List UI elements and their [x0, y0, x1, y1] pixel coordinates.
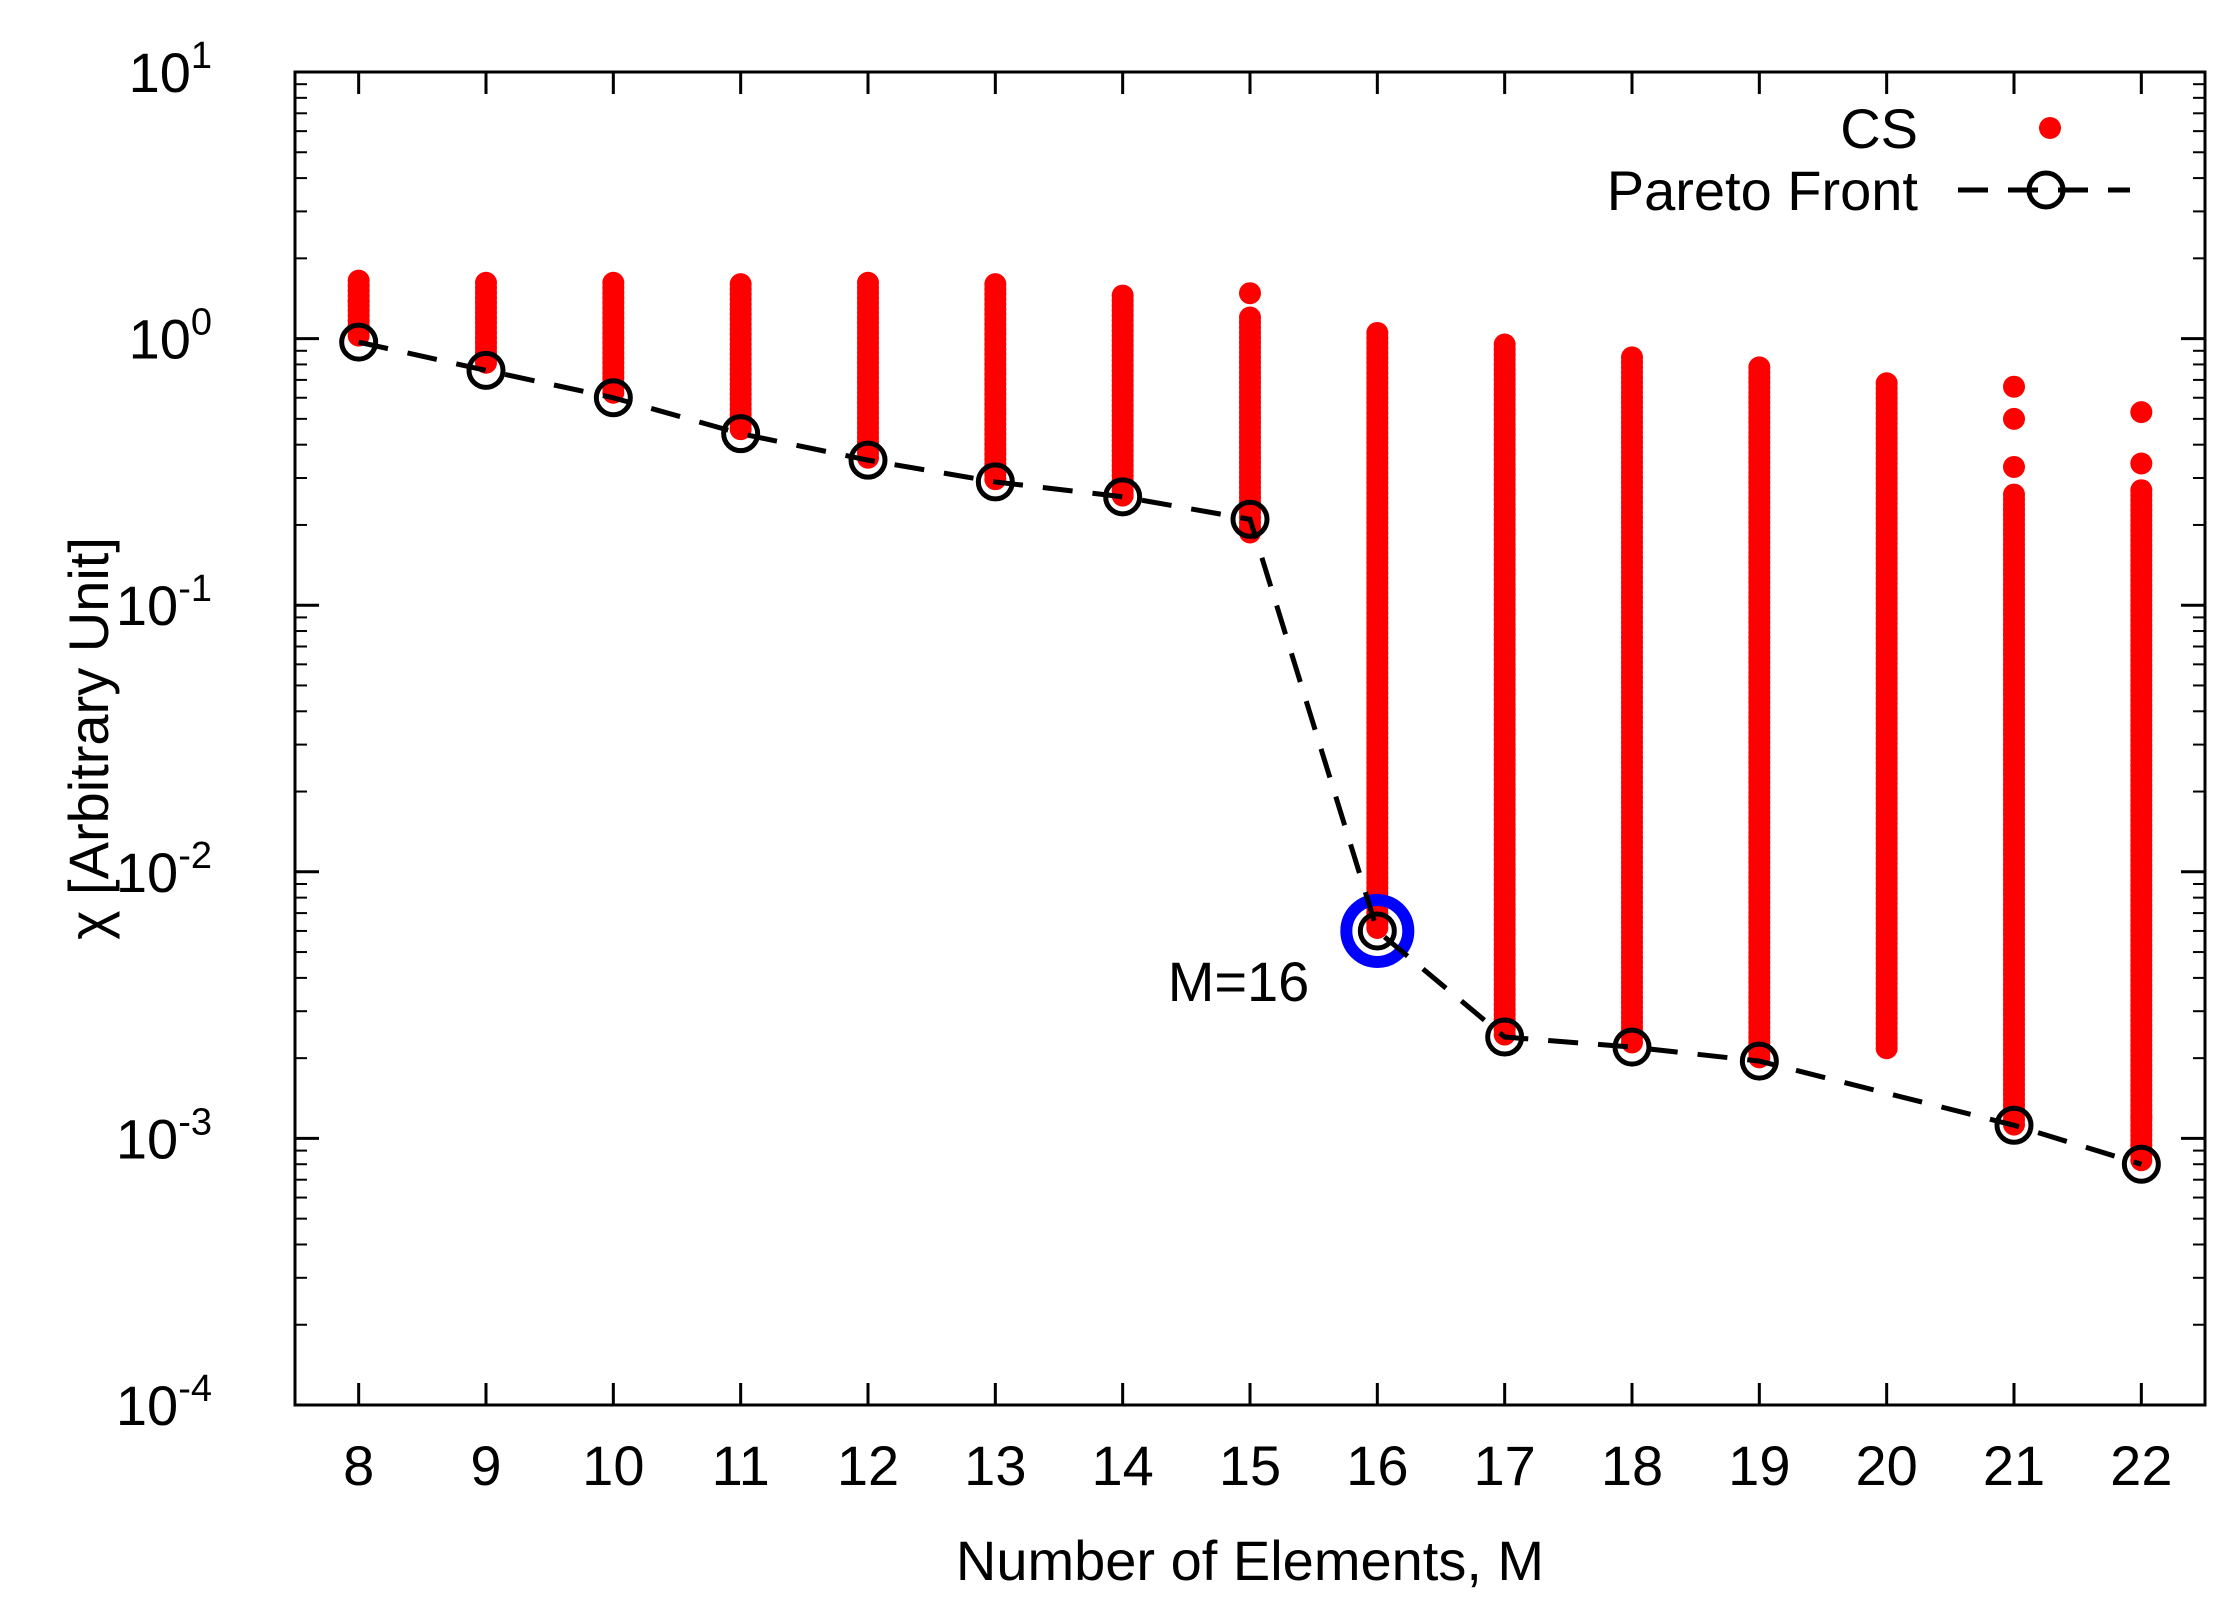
cs-point	[2003, 375, 2025, 398]
y-tick-label: 10-4	[116, 1368, 212, 1437]
pareto-point	[1230, 499, 1270, 539]
x-tick-label: 19	[1728, 1434, 1790, 1497]
pareto-point	[1103, 477, 1143, 517]
cs-point	[347, 290, 370, 313]
pareto-point	[466, 350, 506, 390]
pareto-point	[339, 322, 379, 362]
x-tick-label: 15	[1219, 1434, 1281, 1497]
x-tick-label: 16	[1346, 1434, 1408, 1497]
cs-point-group	[1366, 321, 1389, 939]
highlight-ring	[1340, 893, 1415, 968]
tick-labels: 8 9 10 11 12 13 14 15 16 17 18 19 20 21 22 10-4 10-3 10-2…	[116, 35, 2173, 1497]
x-tick-label: 17	[1474, 1434, 1536, 1497]
cs-point-group	[1493, 333, 1516, 1046]
cs-point-group	[1239, 282, 1261, 544]
x-tick-label: 11	[712, 1434, 770, 1497]
y-tick-label: 100	[129, 302, 212, 371]
x-tick-label: 13	[964, 1434, 1026, 1497]
cs-point	[2130, 1149, 2153, 1172]
legend-label-cs: CS	[1840, 97, 1918, 160]
pareto-point	[593, 378, 633, 418]
pareto-point	[848, 440, 888, 480]
pareto-series	[339, 322, 2161, 1184]
cs-point-group	[1621, 346, 1643, 1054]
x-tick-label: 21	[1983, 1434, 2045, 1497]
cs-point	[729, 418, 752, 441]
cs-point	[1111, 484, 1134, 507]
cs-point	[2130, 401, 2153, 424]
x-tick-label: 22	[2110, 1434, 2172, 1497]
x-tick-label: 8	[343, 1434, 374, 1497]
x-tick-label: 10	[582, 1434, 644, 1497]
x-tick-label: 14	[1092, 1434, 1154, 1497]
cs-point	[1239, 282, 1261, 305]
legend-marker-cs	[2039, 117, 2061, 139]
y-tick-label: 10-3	[116, 1101, 212, 1170]
pareto-point	[1612, 1027, 1652, 1067]
cs-point-group	[1875, 372, 1898, 1060]
x-tick-label: 20	[1856, 1434, 1918, 1497]
cs-point	[2003, 407, 2025, 430]
cs-point-group	[1748, 356, 1771, 1069]
pareto-point	[1994, 1105, 2034, 1145]
cs-point-group	[347, 269, 370, 347]
pareto-point	[2121, 1144, 2161, 1184]
pareto-point	[1357, 911, 1397, 951]
x-tick-label: 18	[1601, 1434, 1663, 1497]
cs-point-group	[2130, 401, 2153, 1172]
annotation-m16: M=16	[1168, 950, 1310, 1013]
cs-point	[984, 468, 1007, 491]
pareto-point	[721, 414, 761, 454]
cs-point	[2003, 455, 2025, 478]
y-tick-label: 10-1	[116, 568, 212, 637]
cs-point-group	[2003, 375, 2025, 1136]
axis-ticks	[295, 70, 2205, 1407]
plot-frame	[293, 70, 2207, 1407]
cs-point-group	[729, 273, 752, 441]
cs-point	[2130, 452, 2153, 475]
legend: CS Pareto Front	[1607, 97, 2130, 222]
x-tick-label: 9	[470, 1434, 501, 1497]
cs-point	[1875, 1037, 1898, 1060]
legend-marker-pareto-front	[2026, 170, 2066, 210]
pareto-point	[975, 462, 1015, 502]
pareto-point	[1485, 1017, 1525, 1057]
cs-point-group	[857, 271, 879, 469]
cs-point-group	[984, 273, 1007, 491]
y-tick-label: 10-2	[116, 835, 212, 904]
cs-point-group	[475, 271, 497, 374]
cs-point	[2130, 1106, 2153, 1129]
pareto-point	[1739, 1041, 1779, 1081]
cs-point	[1366, 916, 1389, 939]
legend-label-pareto-front: Pareto Front	[1607, 159, 1919, 222]
x-tick-label: 12	[837, 1434, 899, 1497]
x-axis-title: Number of Elements, M	[956, 1529, 1544, 1592]
cs-point-group	[1111, 284, 1134, 507]
y-axis-title: χ [Arbitrary Unit]	[57, 537, 120, 940]
y-tick-label: 101	[129, 35, 212, 104]
